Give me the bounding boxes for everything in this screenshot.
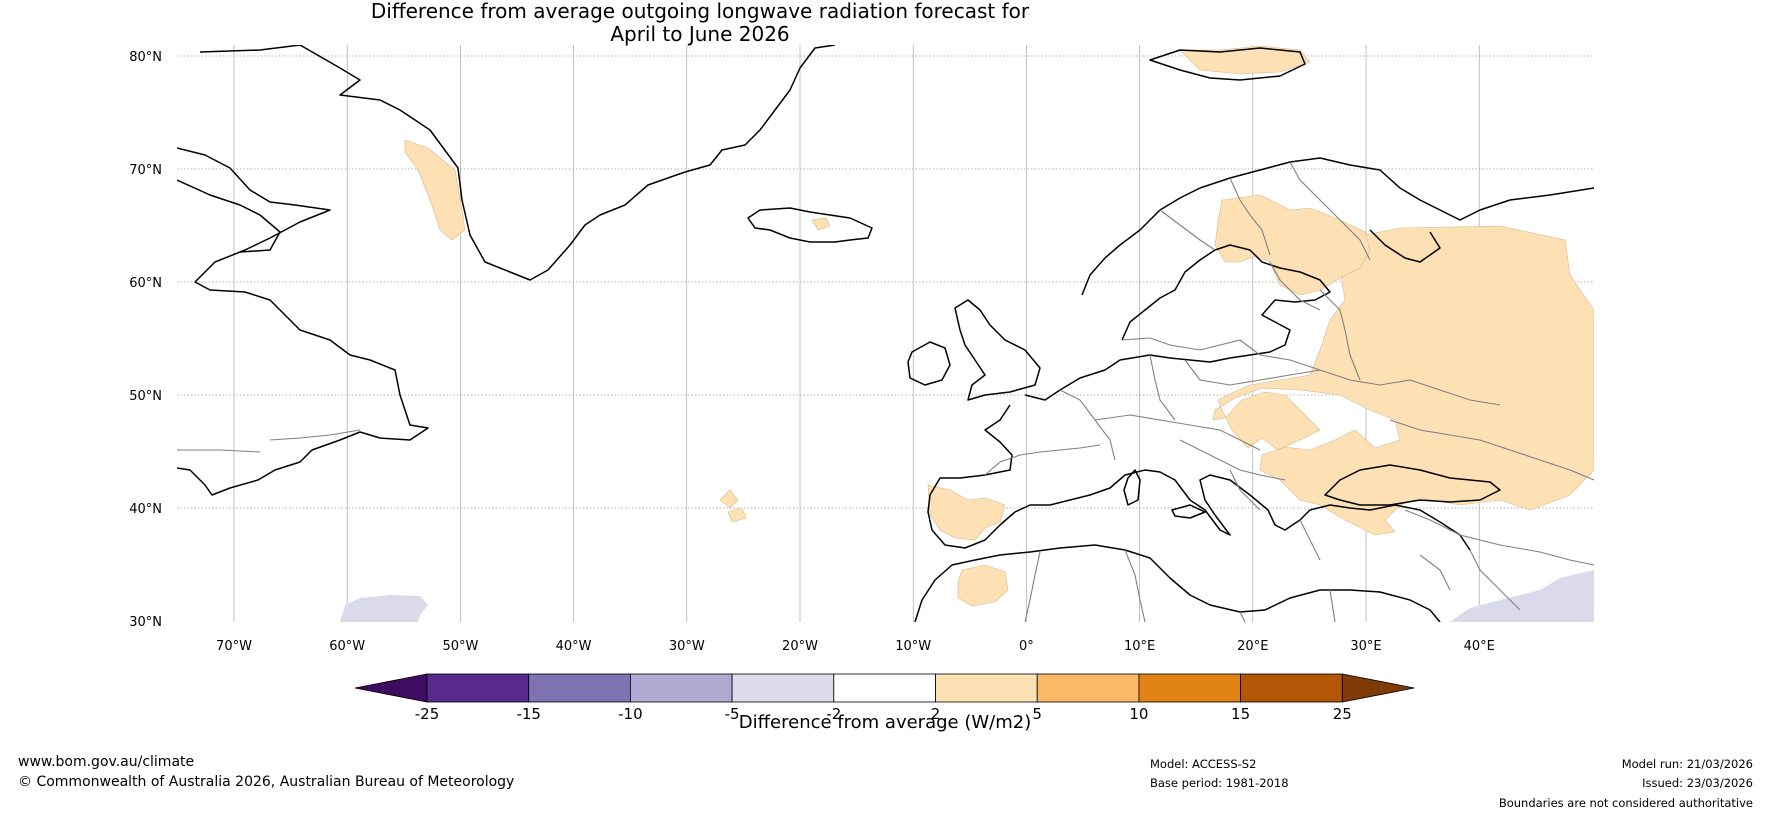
lat-label: 30°N — [129, 615, 162, 630]
longitude-labels: 70°W 60°W 50°W 40°W 30°W 20°W 10°W 0° 10°E 20°E 30… — [216, 639, 1495, 654]
lon-label: 0° — [1019, 639, 1034, 654]
colorbar-tick-label: 5 — [1032, 705, 1042, 723]
lon-label: 40°W — [556, 639, 592, 654]
colorbar-extend-high — [1341, 673, 1415, 703]
footer-url[interactable]: www.bom.gov.au/climate — [18, 754, 195, 770]
north-africa-coast — [914, 544, 1441, 622]
western-europe-coast — [927, 354, 1471, 551]
colorbar-tick-labels: -25 -15 -10 -5 -2 2 5 10 15 25 — [415, 705, 1352, 723]
title-line-2: April to June 2026 — [610, 22, 790, 46]
lon-label: 70°W — [216, 639, 252, 654]
colorbar-segment — [1138, 673, 1242, 703]
colorbar-tick-label: -2 — [826, 705, 841, 723]
country-borders — [177, 161, 1594, 622]
colorbar-tick-label: -15 — [516, 705, 541, 723]
lon-label: 30°W — [669, 639, 705, 654]
black-sea-coast — [1324, 464, 1501, 506]
latitude-labels: 80°N 70°N 60°N 50°N 40°N 30°N — [129, 50, 162, 630]
footer-copyright: © Commonwealth of Australia 2026, Austra… — [18, 774, 515, 790]
anomaly-shading — [340, 45, 1594, 622]
anomaly-region-azores — [719, 489, 747, 523]
canada-coast — [177, 147, 429, 496]
lon-label: 10°E — [1124, 639, 1155, 654]
title-line-1: Difference from average outgoing longwav… — [370, 0, 1030, 23]
anomaly-region-negative-mideast — [1450, 570, 1594, 622]
britain-coast — [954, 299, 1041, 401]
colorbar-tick-label: 15 — [1231, 705, 1250, 723]
sweden-baltic-coast — [1121, 244, 1331, 363]
colorbar-segment — [731, 673, 835, 703]
lon-label: 10°W — [895, 639, 931, 654]
lat-label: 60°N — [129, 276, 162, 291]
greenland-coast — [199, 45, 836, 281]
map-title: Difference from average outgoing longwav… — [0, 0, 1400, 46]
anomaly-region-iberia — [927, 484, 1006, 541]
lat-label: 80°N — [129, 50, 162, 65]
colorbar-extend-low — [354, 673, 428, 703]
sardinia-corsica-coast — [1123, 469, 1141, 506]
lat-label: 40°N — [129, 502, 162, 517]
lon-label: 50°W — [442, 639, 478, 654]
norway-coast — [1081, 157, 1594, 296]
lon-label: 40°E — [1464, 639, 1495, 654]
lat-label: 70°N — [129, 163, 162, 178]
ireland-coast — [907, 341, 951, 386]
colorbar-tick-label: -5 — [725, 705, 740, 723]
colorbar-segment — [833, 673, 936, 703]
footer-model: Model: ACCESS-S2 — [1150, 757, 1257, 771]
sicily-coast — [1171, 504, 1206, 519]
anomaly-region-eastern-europe — [1212, 225, 1594, 536]
colorbar-segment — [426, 673, 530, 703]
colorbar-tick-label: 10 — [1129, 705, 1148, 723]
anomaly-region-iceland — [811, 217, 831, 231]
anomaly-region-north-africa — [957, 564, 1009, 607]
lat-label: 50°N — [129, 389, 162, 404]
colorbar-segment — [935, 673, 1038, 703]
colorbar-segment — [1240, 673, 1343, 703]
footer-disclaimer: Boundaries are not considered authoritat… — [1498, 796, 1753, 810]
colorbar-segment — [528, 673, 631, 703]
footer-issued: Issued: 23/03/2026 — [1642, 776, 1753, 790]
footer-model-run: Model run: 21/03/2026 — [1621, 757, 1753, 771]
colorbar — [354, 673, 1415, 703]
colorbar-segment — [630, 673, 733, 703]
colorbar-tick-label: -25 — [415, 705, 440, 723]
lon-label: 60°W — [329, 639, 365, 654]
lon-label: 30°E — [1350, 639, 1381, 654]
colorbar-label: Difference from average (W/m2) — [738, 712, 1032, 733]
footer-base-period: Base period: 1981-2018 — [1150, 776, 1289, 790]
lon-label: 20°E — [1237, 639, 1268, 654]
svalbard-coast — [1149, 47, 1306, 81]
white-sea-coast — [1369, 229, 1441, 263]
colorbar-tick-label: -10 — [618, 705, 643, 723]
baffin-coast — [177, 179, 281, 253]
colorbar-segment — [1036, 673, 1140, 703]
lon-label: 20°W — [782, 639, 818, 654]
colorbar-tick-label: 25 — [1333, 705, 1352, 723]
colorbar-tick-label: 2 — [931, 705, 941, 723]
anomaly-region-negative-atlantic — [340, 595, 428, 622]
iceland-coast — [747, 207, 873, 243]
anomaly-region-svalbard — [1179, 45, 1311, 75]
anomaly-region-greenland-coast — [404, 139, 466, 241]
coastlines — [177, 45, 1594, 622]
